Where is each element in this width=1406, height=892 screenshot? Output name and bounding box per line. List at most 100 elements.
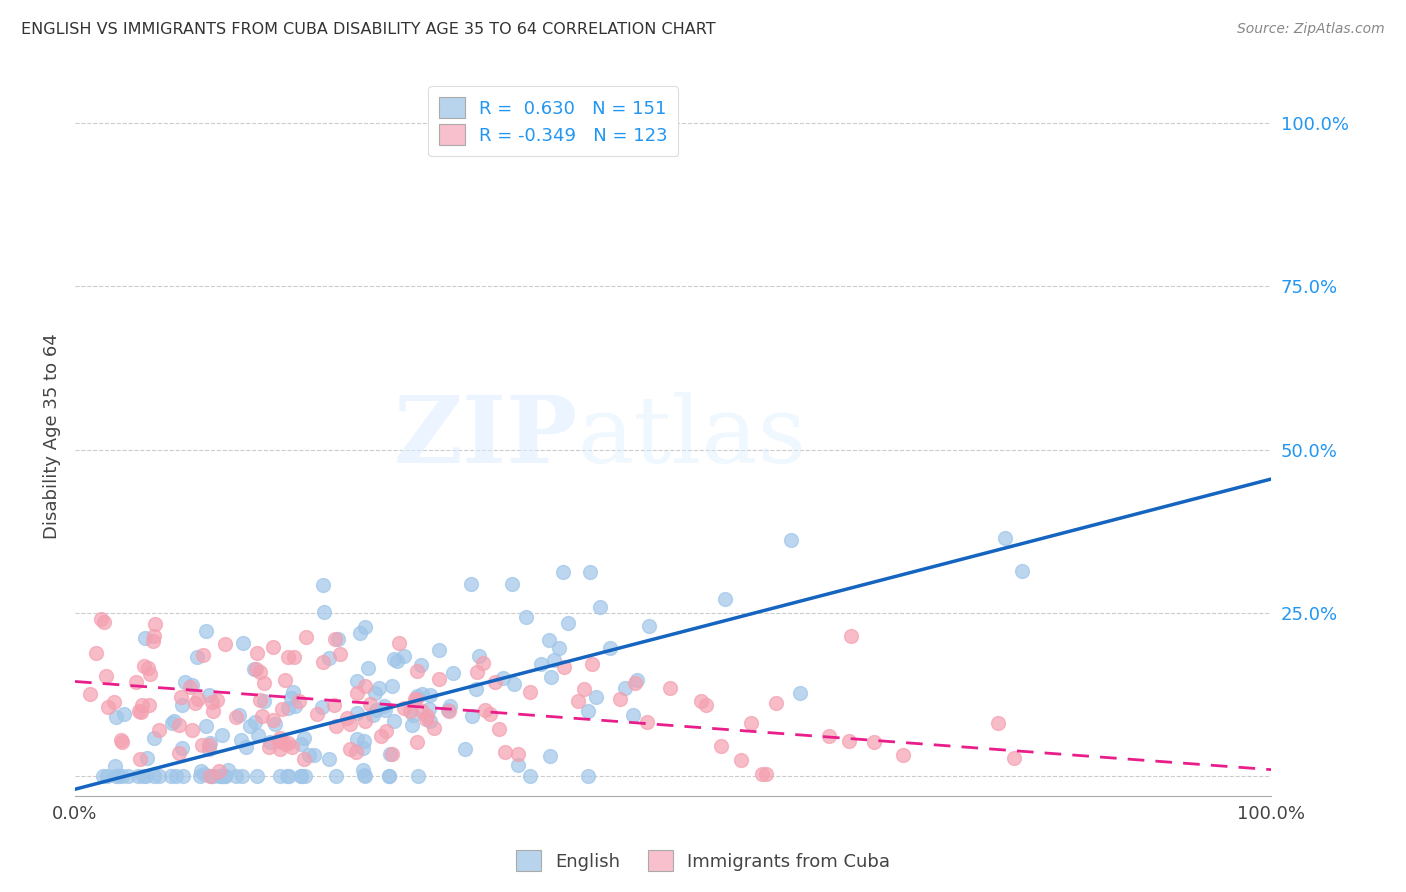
Point	[129, 705, 152, 719]
Point	[290, 769, 312, 783]
Point	[621, 707, 644, 722]
Point	[181, 723, 204, 737]
Text: Source: ZipAtlas.com: Source: ZipAtlas.com	[1237, 22, 1385, 37]
Point	[292, 752, 315, 766]
Point	[111, 735, 134, 749]
Point	[162, 715, 184, 730]
Point	[245, 662, 267, 676]
Point	[160, 769, 183, 783]
Point	[474, 703, 496, 717]
Point	[411, 704, 433, 718]
Point	[468, 648, 491, 663]
Point	[323, 632, 346, 646]
Point	[262, 640, 284, 655]
Point	[165, 769, 187, 783]
Point	[354, 679, 377, 693]
Point	[292, 731, 315, 746]
Point	[277, 736, 299, 750]
Point	[891, 748, 914, 763]
Point	[346, 731, 368, 746]
Point	[117, 769, 139, 783]
Point	[267, 734, 290, 748]
Point	[329, 648, 352, 662]
Point	[181, 678, 204, 692]
Point	[354, 620, 377, 634]
Point	[259, 734, 281, 748]
Point	[437, 703, 460, 717]
Point	[198, 738, 221, 752]
Point	[381, 679, 404, 693]
Point	[576, 704, 599, 718]
Point	[353, 733, 375, 747]
Point	[557, 616, 579, 631]
Point	[198, 741, 221, 756]
Point	[132, 769, 155, 783]
Point	[84, 646, 107, 660]
Point	[307, 706, 329, 721]
Point	[423, 721, 446, 735]
Point	[207, 764, 229, 778]
Point	[349, 626, 371, 640]
Point	[519, 769, 541, 783]
Point	[270, 701, 292, 715]
Point	[839, 629, 862, 643]
Point	[344, 745, 367, 759]
Text: ENGLISH VS IMMIGRANTS FROM CUBA DISABILITY AGE 35 TO 64 CORRELATION CHART: ENGLISH VS IMMIGRANTS FROM CUBA DISABILI…	[21, 22, 716, 37]
Point	[96, 669, 118, 683]
Point	[174, 675, 197, 690]
Point	[247, 728, 270, 742]
Point	[249, 692, 271, 706]
Point	[194, 719, 217, 733]
Point	[367, 681, 389, 695]
Point	[484, 674, 506, 689]
Point	[253, 693, 276, 707]
Point	[148, 769, 170, 783]
Point	[751, 767, 773, 781]
Point	[110, 732, 132, 747]
Point	[576, 769, 599, 783]
Point	[567, 694, 589, 708]
Point	[464, 681, 486, 696]
Point	[352, 763, 374, 777]
Point	[589, 600, 612, 615]
Point	[280, 739, 302, 754]
Point	[257, 740, 280, 755]
Point	[269, 741, 291, 756]
Point	[361, 708, 384, 723]
Point	[461, 709, 484, 723]
Point	[503, 677, 526, 691]
Point	[228, 708, 250, 723]
Point	[217, 764, 239, 778]
Point	[472, 656, 495, 670]
Point	[138, 698, 160, 713]
Point	[538, 749, 561, 764]
Point	[304, 747, 326, 762]
Point	[994, 531, 1017, 545]
Point	[755, 767, 778, 781]
Point	[163, 714, 186, 729]
Point	[136, 661, 159, 675]
Point	[249, 665, 271, 680]
Point	[553, 660, 575, 674]
Point	[494, 746, 516, 760]
Point	[519, 685, 541, 699]
Point	[419, 714, 441, 728]
Point	[385, 654, 408, 668]
Point	[298, 747, 321, 762]
Point	[695, 698, 717, 713]
Point	[325, 719, 347, 733]
Point	[288, 693, 311, 707]
Point	[274, 737, 297, 751]
Point	[142, 769, 165, 783]
Point	[242, 662, 264, 676]
Point	[346, 706, 368, 720]
Point	[538, 633, 561, 648]
Point	[353, 769, 375, 783]
Point	[232, 636, 254, 650]
Point	[295, 630, 318, 644]
Point	[659, 681, 682, 696]
Point	[409, 658, 432, 673]
Point	[252, 676, 274, 690]
Point	[283, 649, 305, 664]
Point	[142, 628, 165, 642]
